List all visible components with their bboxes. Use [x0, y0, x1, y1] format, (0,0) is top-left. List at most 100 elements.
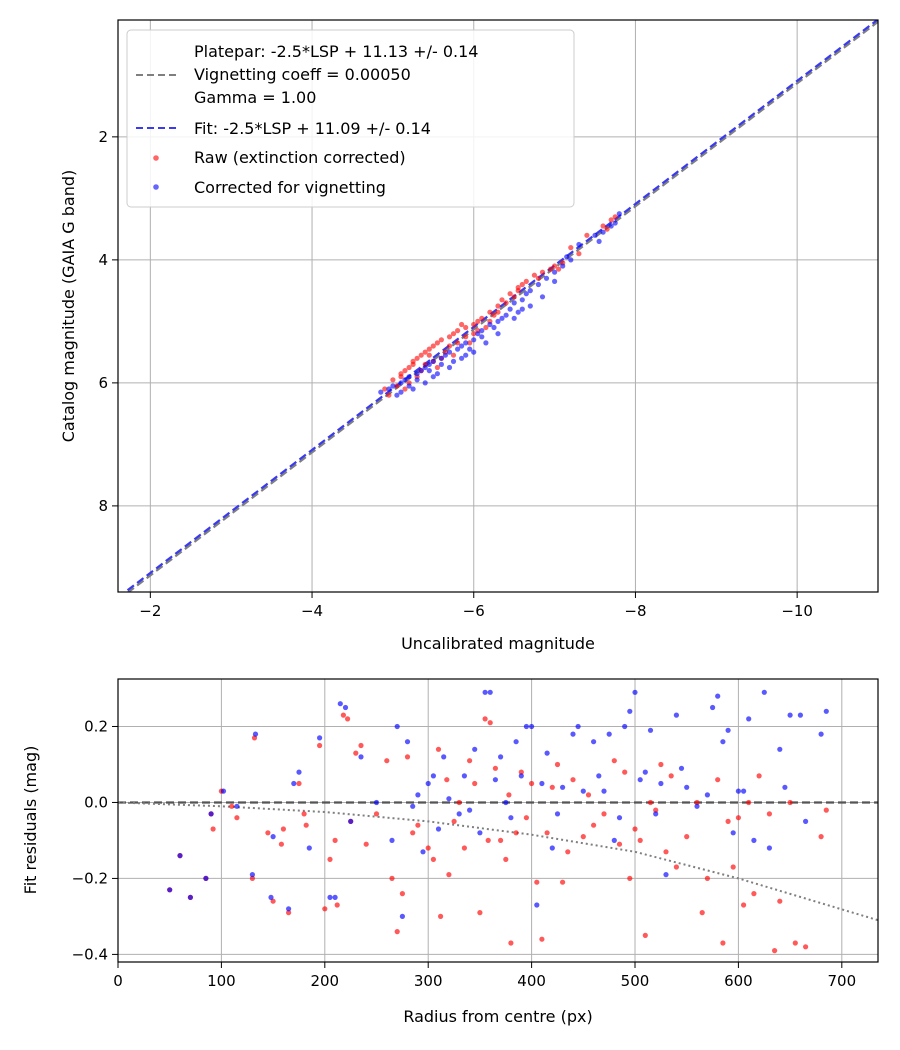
data-point	[337, 701, 343, 707]
data-point	[270, 898, 276, 904]
data-point	[741, 902, 747, 908]
data-point	[642, 769, 648, 775]
data-point	[345, 716, 351, 722]
data-point	[402, 377, 408, 383]
data-point	[482, 716, 488, 722]
data-point	[725, 818, 731, 825]
data-point	[503, 312, 509, 318]
data-point	[456, 799, 462, 806]
y-tick-label: 4	[98, 251, 108, 269]
data-point	[761, 689, 767, 695]
data-point	[296, 780, 302, 787]
data-point	[527, 303, 533, 309]
legend-corrected-marker	[153, 184, 159, 190]
data-point	[479, 328, 485, 334]
data-point	[611, 758, 617, 764]
data-point	[523, 723, 530, 730]
data-point	[499, 297, 505, 303]
top-axes-frame	[117, 19, 879, 593]
data-point	[459, 355, 465, 361]
data-point	[451, 818, 457, 825]
x-tick-label: −4	[301, 602, 323, 620]
data-point	[673, 864, 680, 870]
data-point	[208, 811, 214, 817]
data-point	[441, 754, 447, 760]
data-point	[523, 278, 529, 284]
data-point	[663, 872, 669, 878]
data-point	[818, 834, 824, 840]
data-point	[498, 837, 504, 844]
legend-platepar-label: Platepar: -2.5*LSP + 11.13 +/- 0.14	[194, 42, 478, 61]
data-point	[482, 689, 488, 695]
data-point	[410, 358, 416, 364]
data-point	[301, 811, 307, 817]
data-point	[467, 340, 473, 346]
data-point	[463, 334, 469, 340]
data-point	[730, 864, 736, 870]
data-point	[463, 324, 469, 331]
data-point	[278, 841, 284, 847]
data-point	[434, 371, 440, 377]
x-tick-label: 100	[207, 972, 236, 990]
data-point	[591, 739, 597, 745]
data-point	[596, 773, 602, 779]
data-point	[653, 811, 659, 817]
data-point	[467, 346, 473, 352]
data-point	[565, 849, 571, 855]
data-point	[508, 940, 514, 946]
data-point	[378, 389, 384, 395]
y-tick-label: 2	[98, 128, 108, 146]
data-point	[777, 746, 783, 752]
data-point	[280, 826, 286, 832]
data-point	[286, 910, 292, 916]
data-point	[463, 340, 469, 346]
data-point	[741, 788, 747, 794]
data-point	[491, 312, 497, 318]
data-point	[353, 750, 359, 756]
data-point	[772, 948, 778, 954]
data-point	[332, 837, 338, 844]
data-point	[252, 731, 259, 737]
data-point	[472, 746, 478, 752]
data-point	[616, 841, 623, 847]
data-point	[552, 278, 558, 284]
data-point	[418, 368, 424, 374]
data-point	[539, 294, 546, 300]
data-point	[406, 364, 412, 371]
data-point	[575, 723, 581, 730]
data-point	[549, 784, 555, 790]
data-point	[167, 887, 173, 893]
data-point	[402, 386, 408, 392]
data-point	[637, 777, 643, 783]
data-point	[446, 364, 453, 371]
data-point	[446, 872, 452, 878]
data-point	[394, 383, 400, 389]
bottom-x-ticks: 0 100 200 300 400 500 600 700	[113, 962, 856, 990]
data-point	[414, 377, 420, 383]
y-tick-label: 0.2	[84, 717, 108, 735]
data-point	[503, 300, 509, 306]
data-point	[455, 328, 461, 334]
data-point	[529, 723, 535, 730]
data-point	[187, 894, 193, 901]
data-point	[513, 739, 519, 745]
data-point	[580, 834, 586, 840]
data-point	[479, 315, 485, 321]
data-point	[503, 799, 509, 806]
legend-raw-label: Raw (extinction corrected)	[194, 148, 406, 167]
data-point	[622, 723, 628, 730]
data-point	[358, 742, 364, 749]
x-tick-label: 700	[827, 972, 856, 990]
data-point	[386, 392, 392, 398]
fit-line	[123, 20, 878, 592]
data-point	[673, 712, 680, 718]
data-point	[210, 826, 216, 832]
data-point	[450, 331, 457, 337]
data-point	[539, 269, 546, 275]
data-point	[390, 383, 396, 389]
data-point	[622, 769, 628, 775]
data-point	[446, 796, 452, 802]
data-point	[386, 386, 392, 392]
data-point	[426, 352, 432, 358]
data-point	[699, 910, 705, 916]
